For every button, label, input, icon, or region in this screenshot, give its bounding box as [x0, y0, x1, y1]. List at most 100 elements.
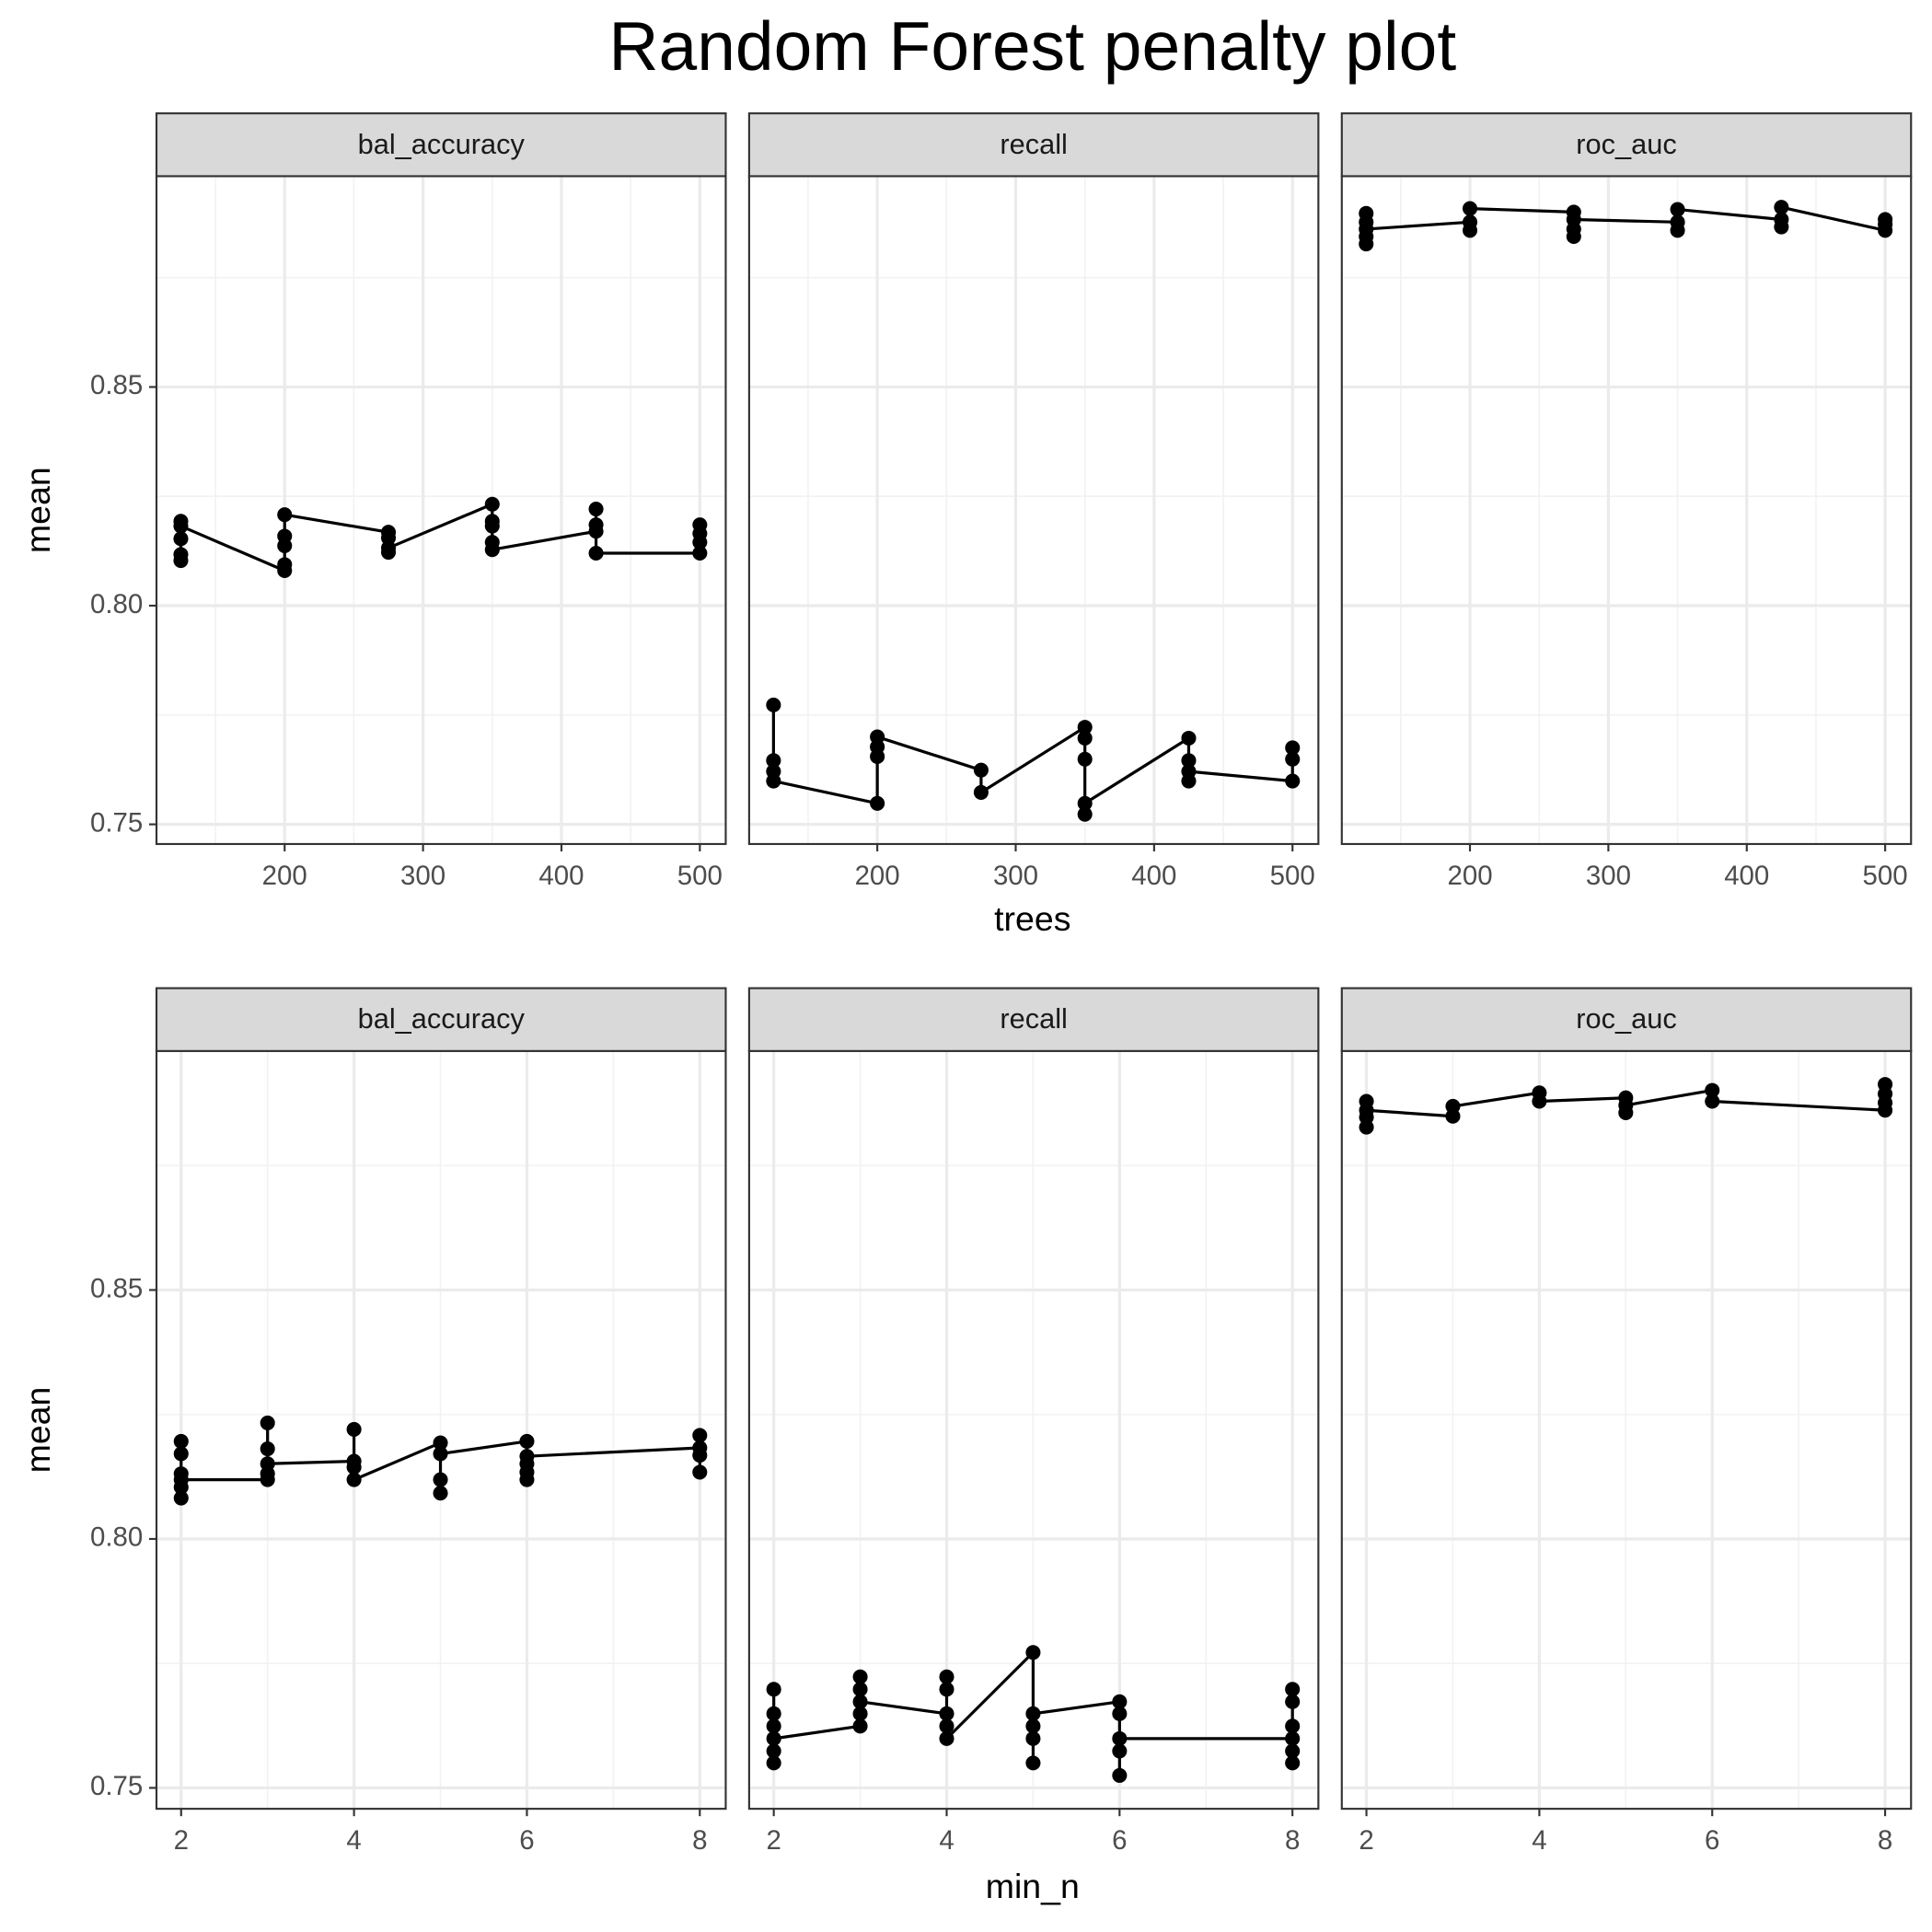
data-point [260, 1456, 275, 1472]
data-point [277, 528, 293, 544]
data-point [346, 1472, 362, 1487]
strip-label: recall [1000, 1002, 1068, 1035]
x-tick-label: 6 [1705, 1825, 1719, 1856]
x-tick-label: 4 [939, 1825, 954, 1856]
data-point [870, 795, 885, 811]
data-point [766, 1706, 781, 1721]
data-point [1285, 751, 1301, 767]
data-point [939, 1718, 954, 1734]
data-point [1774, 219, 1789, 235]
data-point [852, 1694, 868, 1709]
data-point [1285, 1730, 1301, 1746]
data-point [1566, 212, 1581, 227]
x-axis-title: min_n [986, 1867, 1080, 1905]
data-point [1025, 1755, 1041, 1771]
strip [747, 112, 1320, 178]
x-tick-label: 400 [1131, 861, 1176, 891]
data-point [1774, 200, 1789, 215]
data-point [852, 1706, 868, 1721]
data-point [380, 540, 397, 556]
x-tick-label: 500 [677, 861, 723, 891]
data-point [1077, 806, 1093, 822]
x-tick-label: 2 [174, 1825, 189, 1856]
strip [155, 987, 727, 1052]
data-point [433, 1446, 448, 1462]
data-point [1285, 1682, 1301, 1697]
data-point [766, 1755, 781, 1771]
data-point [1359, 221, 1374, 237]
data-point [484, 542, 500, 558]
data-point [588, 517, 604, 533]
x-tick-label: 8 [1285, 1825, 1300, 1856]
data-point [277, 507, 293, 523]
data-point [277, 557, 293, 573]
data-point [766, 1743, 781, 1759]
data-point [1285, 1694, 1301, 1709]
strip-label: roc_auc [1576, 1002, 1676, 1035]
data-point [433, 1472, 448, 1487]
y-tick-label: 0.80 [90, 589, 143, 619]
data-point [1285, 773, 1301, 789]
data-point [1285, 1718, 1301, 1734]
x-tick-label: 2 [766, 1825, 781, 1856]
x-tick-label: 6 [1112, 1825, 1127, 1856]
data-point [519, 1449, 535, 1464]
data-point [1025, 1645, 1041, 1660]
strip [1340, 112, 1913, 178]
data-point [1285, 1743, 1301, 1759]
x-tick-label: 4 [1532, 1825, 1546, 1856]
strip-label: recall [1000, 128, 1068, 160]
data-point [1462, 201, 1478, 216]
x-tick-label: 300 [993, 861, 1038, 891]
data-point [1285, 1755, 1301, 1771]
x-tick-label: 200 [1447, 861, 1492, 891]
data-point [766, 1730, 781, 1746]
x-tick-label: 8 [1878, 1825, 1892, 1856]
strip-label: bal_accuracy [358, 128, 526, 160]
data-point [1462, 223, 1478, 238]
x-tick-label: 400 [1724, 861, 1769, 891]
panel-background [156, 176, 726, 844]
data-point [260, 1415, 275, 1430]
data-point [519, 1433, 535, 1449]
x-tick-label: 300 [1586, 861, 1631, 891]
data-point [1566, 228, 1581, 245]
x-tick-label: 400 [538, 861, 584, 891]
x-tick-label: 4 [346, 1825, 361, 1856]
x-tick-label: 500 [1270, 861, 1315, 891]
data-point [346, 1421, 362, 1437]
data-point [1878, 1077, 1893, 1093]
data-point [1112, 1706, 1128, 1721]
data-point [1359, 237, 1374, 252]
data-point [692, 1464, 708, 1480]
data-point [433, 1435, 448, 1451]
strip-label: bal_accuracy [358, 1002, 526, 1035]
data-point [588, 545, 604, 561]
data-point [766, 753, 781, 769]
data-point [1532, 1093, 1547, 1109]
x-tick-label: 500 [1863, 861, 1908, 891]
data-point [1112, 1694, 1128, 1709]
data-point [973, 762, 989, 778]
data-point [1077, 730, 1093, 746]
data-point [1077, 795, 1093, 811]
data-point [766, 1682, 781, 1697]
y-axis-title: mean [18, 1387, 57, 1474]
data-point [433, 1486, 448, 1501]
y-tick-label: 0.75 [90, 807, 143, 838]
data-point [173, 1472, 189, 1487]
data-point [1025, 1730, 1041, 1746]
data-point [519, 1472, 535, 1487]
data-point [1077, 720, 1093, 735]
data-point [766, 773, 781, 789]
data-point [1181, 730, 1197, 746]
chart-title: Random Forest penalty plot [608, 7, 1456, 85]
panel-background [1341, 176, 1912, 844]
y-tick-label: 0.85 [90, 370, 143, 400]
data-point [173, 518, 189, 534]
strip [155, 112, 727, 178]
x-tick-label: 2 [1359, 1825, 1373, 1856]
data-point [1705, 1093, 1720, 1109]
data-point [173, 531, 189, 547]
data-point [346, 1460, 362, 1475]
